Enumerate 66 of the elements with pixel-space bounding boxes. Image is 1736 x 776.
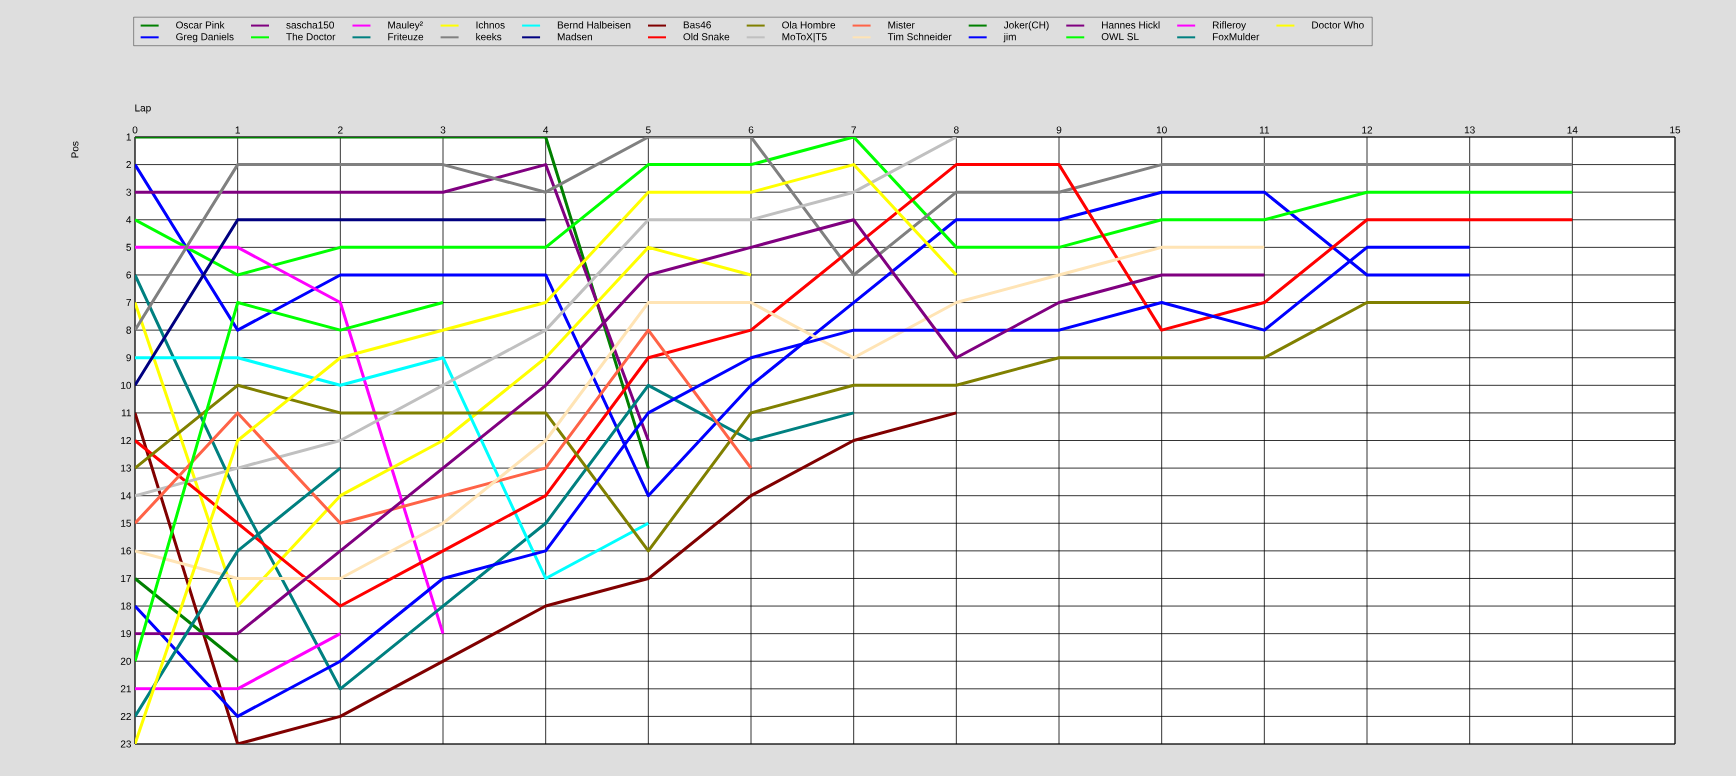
y-tick-label: 9 (126, 354, 131, 362)
legend-label: The Doctor (286, 32, 336, 41)
x-tick-label: 15 (1670, 126, 1681, 134)
x-tick-label: 5 (645, 126, 651, 134)
y-tick-label: 14 (121, 492, 132, 500)
y-tick-label: 2 (126, 161, 131, 169)
x-tick-label: 12 (1362, 126, 1373, 134)
x-tick-label: 2 (338, 126, 343, 134)
legend-label: keeks (476, 32, 502, 41)
y-tick-label: 6 (126, 271, 132, 279)
x-tick-label: 8 (954, 126, 959, 134)
y-tick-label: 8 (126, 326, 132, 334)
legend-label: Mauley² (388, 21, 423, 31)
x-tick-label: 4 (543, 126, 549, 134)
legend-label: Bernd Halbeisen (557, 21, 631, 29)
x-tick-label: 7 (851, 126, 856, 134)
x-tick-label: 13 (1464, 126, 1475, 134)
legend-label: Ola Hombre (782, 21, 836, 29)
y-tick-label: 11 (121, 409, 131, 417)
x-tick-label: 14 (1567, 126, 1578, 134)
legend-label: Madsen (557, 32, 592, 41)
y-tick-label: 19 (121, 630, 131, 638)
y-tick-label: 3 (126, 188, 132, 196)
x-tick-label: 9 (1056, 126, 1062, 134)
y-tick-label: 10 (121, 381, 132, 389)
x-tick-label: 3 (440, 126, 446, 134)
x-tick-label: 1 (235, 126, 240, 134)
y-tick-label: 21 (120, 685, 131, 693)
legend-label: jim (1003, 32, 1016, 43)
y-tick-label: 12 (121, 437, 131, 444)
line-series (135, 245, 1266, 580)
legend-label: sascha150 (286, 21, 334, 29)
y-tick-label: 5 (126, 243, 132, 251)
x-tick-label: 11 (1259, 126, 1270, 134)
y-tick-label: 4 (126, 216, 132, 224)
y-tick-label: 15 (121, 519, 132, 527)
y-tick-label: 16 (121, 547, 132, 555)
legend-label: Joker(CH) (1003, 21, 1049, 31)
y-tick-label: 7 (126, 299, 131, 306)
legend-label: Friteuze (388, 32, 424, 41)
y-tick-label: 22 (120, 712, 131, 720)
legend-label: Greg Daniels (176, 32, 234, 43)
legend-label: Oscar Pink (176, 21, 225, 29)
legend-label: FoxMulder (1212, 32, 1260, 41)
y-tick-label: 23 (120, 740, 132, 748)
legend-label: MoToX|T5 (782, 32, 827, 43)
legend-label: Doctor Who (1312, 21, 1364, 29)
legend-label: Ichnos (476, 21, 505, 29)
y-axis-title: Pos (71, 141, 79, 158)
y-tick-label: 1 (126, 133, 131, 141)
legend-label: Bas46 (683, 21, 711, 29)
legend-label: OWL SL (1101, 33, 1139, 41)
y-tick-label: 17 (121, 575, 131, 582)
y-tick-label: 13 (121, 464, 132, 472)
legend-label: Tim Schneider (887, 32, 952, 41)
x-tick-label: 6 (748, 126, 754, 134)
legend-label: Mister (888, 21, 915, 29)
y-tick-label: 18 (121, 602, 132, 610)
legend-label: Rifleroy (1212, 21, 1247, 31)
y-tick-label: 20 (120, 657, 132, 665)
x-axis-title: Lap (135, 104, 151, 114)
legend-label: Old Snake (683, 32, 730, 41)
line-series (135, 356, 650, 580)
legend-label: Hannes Hickl (1102, 21, 1160, 29)
x-tick-label: 10 (1156, 126, 1167, 134)
x-tick-label: 0 (132, 126, 138, 134)
